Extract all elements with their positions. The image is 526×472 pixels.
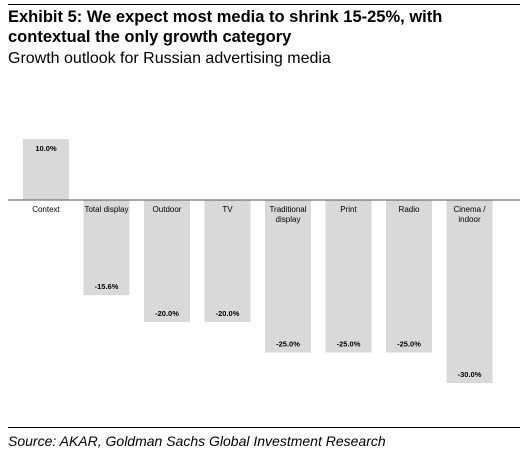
value-label-6: -25.0% — [397, 340, 421, 349]
top-rule — [8, 4, 520, 5]
value-label-3: -20.0% — [216, 309, 240, 318]
chart-title: Exhibit 5: We expect most media to shrin… — [8, 8, 443, 46]
category-label-7: Cinema / — [453, 205, 486, 214]
category-label-5: Print — [340, 205, 357, 214]
bar-1 — [83, 200, 130, 296]
bar-0 — [23, 139, 69, 200]
category-label-4: Traditional — [269, 205, 306, 214]
bar-5 — [325, 200, 372, 353]
value-label-5: -25.0% — [337, 340, 361, 349]
category-label-0: Context — [32, 205, 60, 214]
value-label-1: -15.6% — [95, 282, 119, 291]
bar-3 — [204, 200, 251, 322]
value-label-0: 10.0% — [35, 144, 57, 153]
value-label-4: -25.0% — [276, 340, 300, 349]
source-note: Source: AKAR, Goldman Sachs Global Inves… — [8, 433, 386, 449]
category-label-1: Total display — [84, 205, 128, 214]
bottom-rule — [8, 427, 520, 428]
bar-7 — [446, 200, 493, 383]
category-label-6: Radio — [399, 205, 420, 214]
category-label-2: Outdoor — [153, 205, 182, 214]
category-label-4-1: display — [276, 215, 301, 224]
category-label-3: TV — [222, 205, 233, 214]
bar-2 — [144, 200, 190, 322]
value-label-2: -20.0% — [155, 309, 179, 318]
bar-6 — [386, 200, 432, 353]
bar-4 — [265, 200, 311, 353]
chart-subtitle: Growth outlook for Russian advertising m… — [8, 50, 331, 67]
category-label-7-1: indoor — [458, 215, 481, 224]
value-label-7: -30.0% — [458, 370, 482, 379]
